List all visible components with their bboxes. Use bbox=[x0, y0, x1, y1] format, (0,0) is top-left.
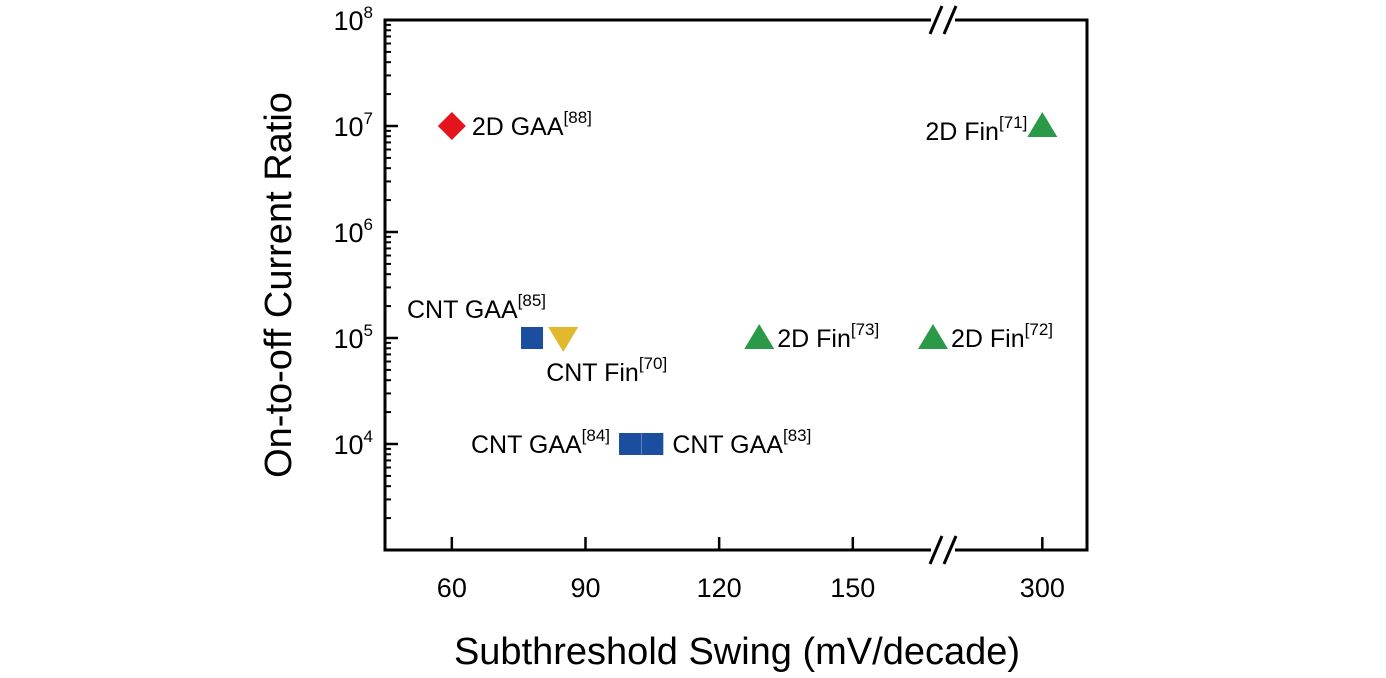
data-point-square bbox=[641, 433, 664, 455]
axis-major-ticks bbox=[385, 18, 1044, 550]
axis-break-slash bbox=[942, 5, 958, 35]
x-tick-label: 300 bbox=[1020, 573, 1065, 603]
data-point-triangle-up bbox=[744, 324, 775, 349]
y-tick-label: 108 bbox=[333, 3, 373, 36]
data-markers bbox=[437, 112, 1058, 455]
data-point-triangle-down bbox=[548, 327, 579, 352]
x-tick-label: 90 bbox=[570, 573, 600, 603]
data-label: CNT GAA[83] bbox=[672, 426, 811, 459]
y-tick-label: 106 bbox=[333, 215, 373, 248]
data-label: CNT GAA[84] bbox=[471, 426, 610, 459]
y-axis-title: On-to-off Current Ratio bbox=[258, 92, 300, 478]
data-label: 2D Fin[73] bbox=[777, 320, 879, 353]
axis-break-slash bbox=[928, 535, 944, 565]
data-point-triangle-up bbox=[1027, 112, 1058, 137]
data-label: CNT Fin[70] bbox=[546, 354, 667, 387]
y-tick-label: 105 bbox=[333, 321, 373, 354]
x-axis-title: Subthreshold Swing (mV/decade) bbox=[454, 631, 1020, 673]
data-label: 2D GAA[88] bbox=[472, 108, 592, 141]
y-tick-label: 107 bbox=[333, 109, 373, 142]
axis-break-slash bbox=[928, 5, 944, 35]
x-tick-label: 60 bbox=[437, 573, 467, 603]
data-point-square bbox=[521, 327, 544, 349]
x-tick-labels: 60 90 120 150 300 bbox=[437, 573, 1065, 603]
data-point-square bbox=[619, 433, 642, 455]
data-labels: 2D GAA[88] CNT GAA[85]CNT Fin[70] CNT GAA[… bbox=[407, 108, 1053, 459]
axis-break-marks bbox=[928, 5, 958, 565]
x-tick-label: 150 bbox=[830, 573, 875, 603]
data-point-triangle-up bbox=[918, 324, 948, 349]
y-tick-labels: 108 107 106 105 104 bbox=[333, 3, 373, 460]
data-label: 2D Fin[71] bbox=[925, 113, 1027, 146]
data-label: CNT GAA[85] bbox=[407, 291, 546, 324]
data-point-diamond bbox=[437, 112, 466, 140]
axis-break-slash bbox=[942, 535, 958, 565]
x-tick-label: 120 bbox=[697, 573, 742, 603]
data-label: 2D Fin[72] bbox=[951, 320, 1053, 353]
y-tick-label: 104 bbox=[333, 427, 373, 460]
plot-frame bbox=[383, 18, 1089, 552]
